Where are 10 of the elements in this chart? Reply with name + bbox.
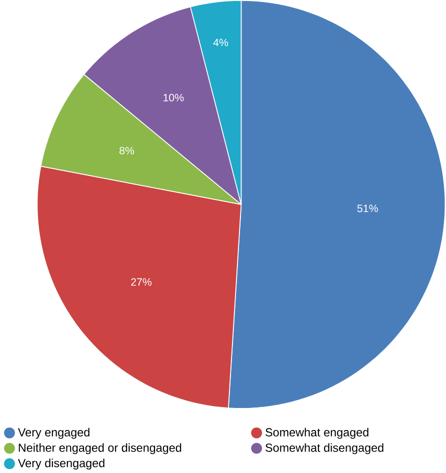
legend-label: Neither engaged or disengaged (19, 443, 182, 454)
legend-label: Somewhat disengaged (266, 443, 384, 454)
data-label: 27% (131, 278, 152, 286)
data-label: 8% (120, 146, 134, 154)
data-label: 10% (164, 94, 184, 102)
legend-label: Very disengaged (18, 458, 105, 470)
data-label: 4% (213, 38, 228, 46)
data-label: 51% (358, 204, 378, 212)
legend-label: Very engaged (18, 428, 90, 439)
legend-label: Somewhat engaged (266, 428, 369, 439)
